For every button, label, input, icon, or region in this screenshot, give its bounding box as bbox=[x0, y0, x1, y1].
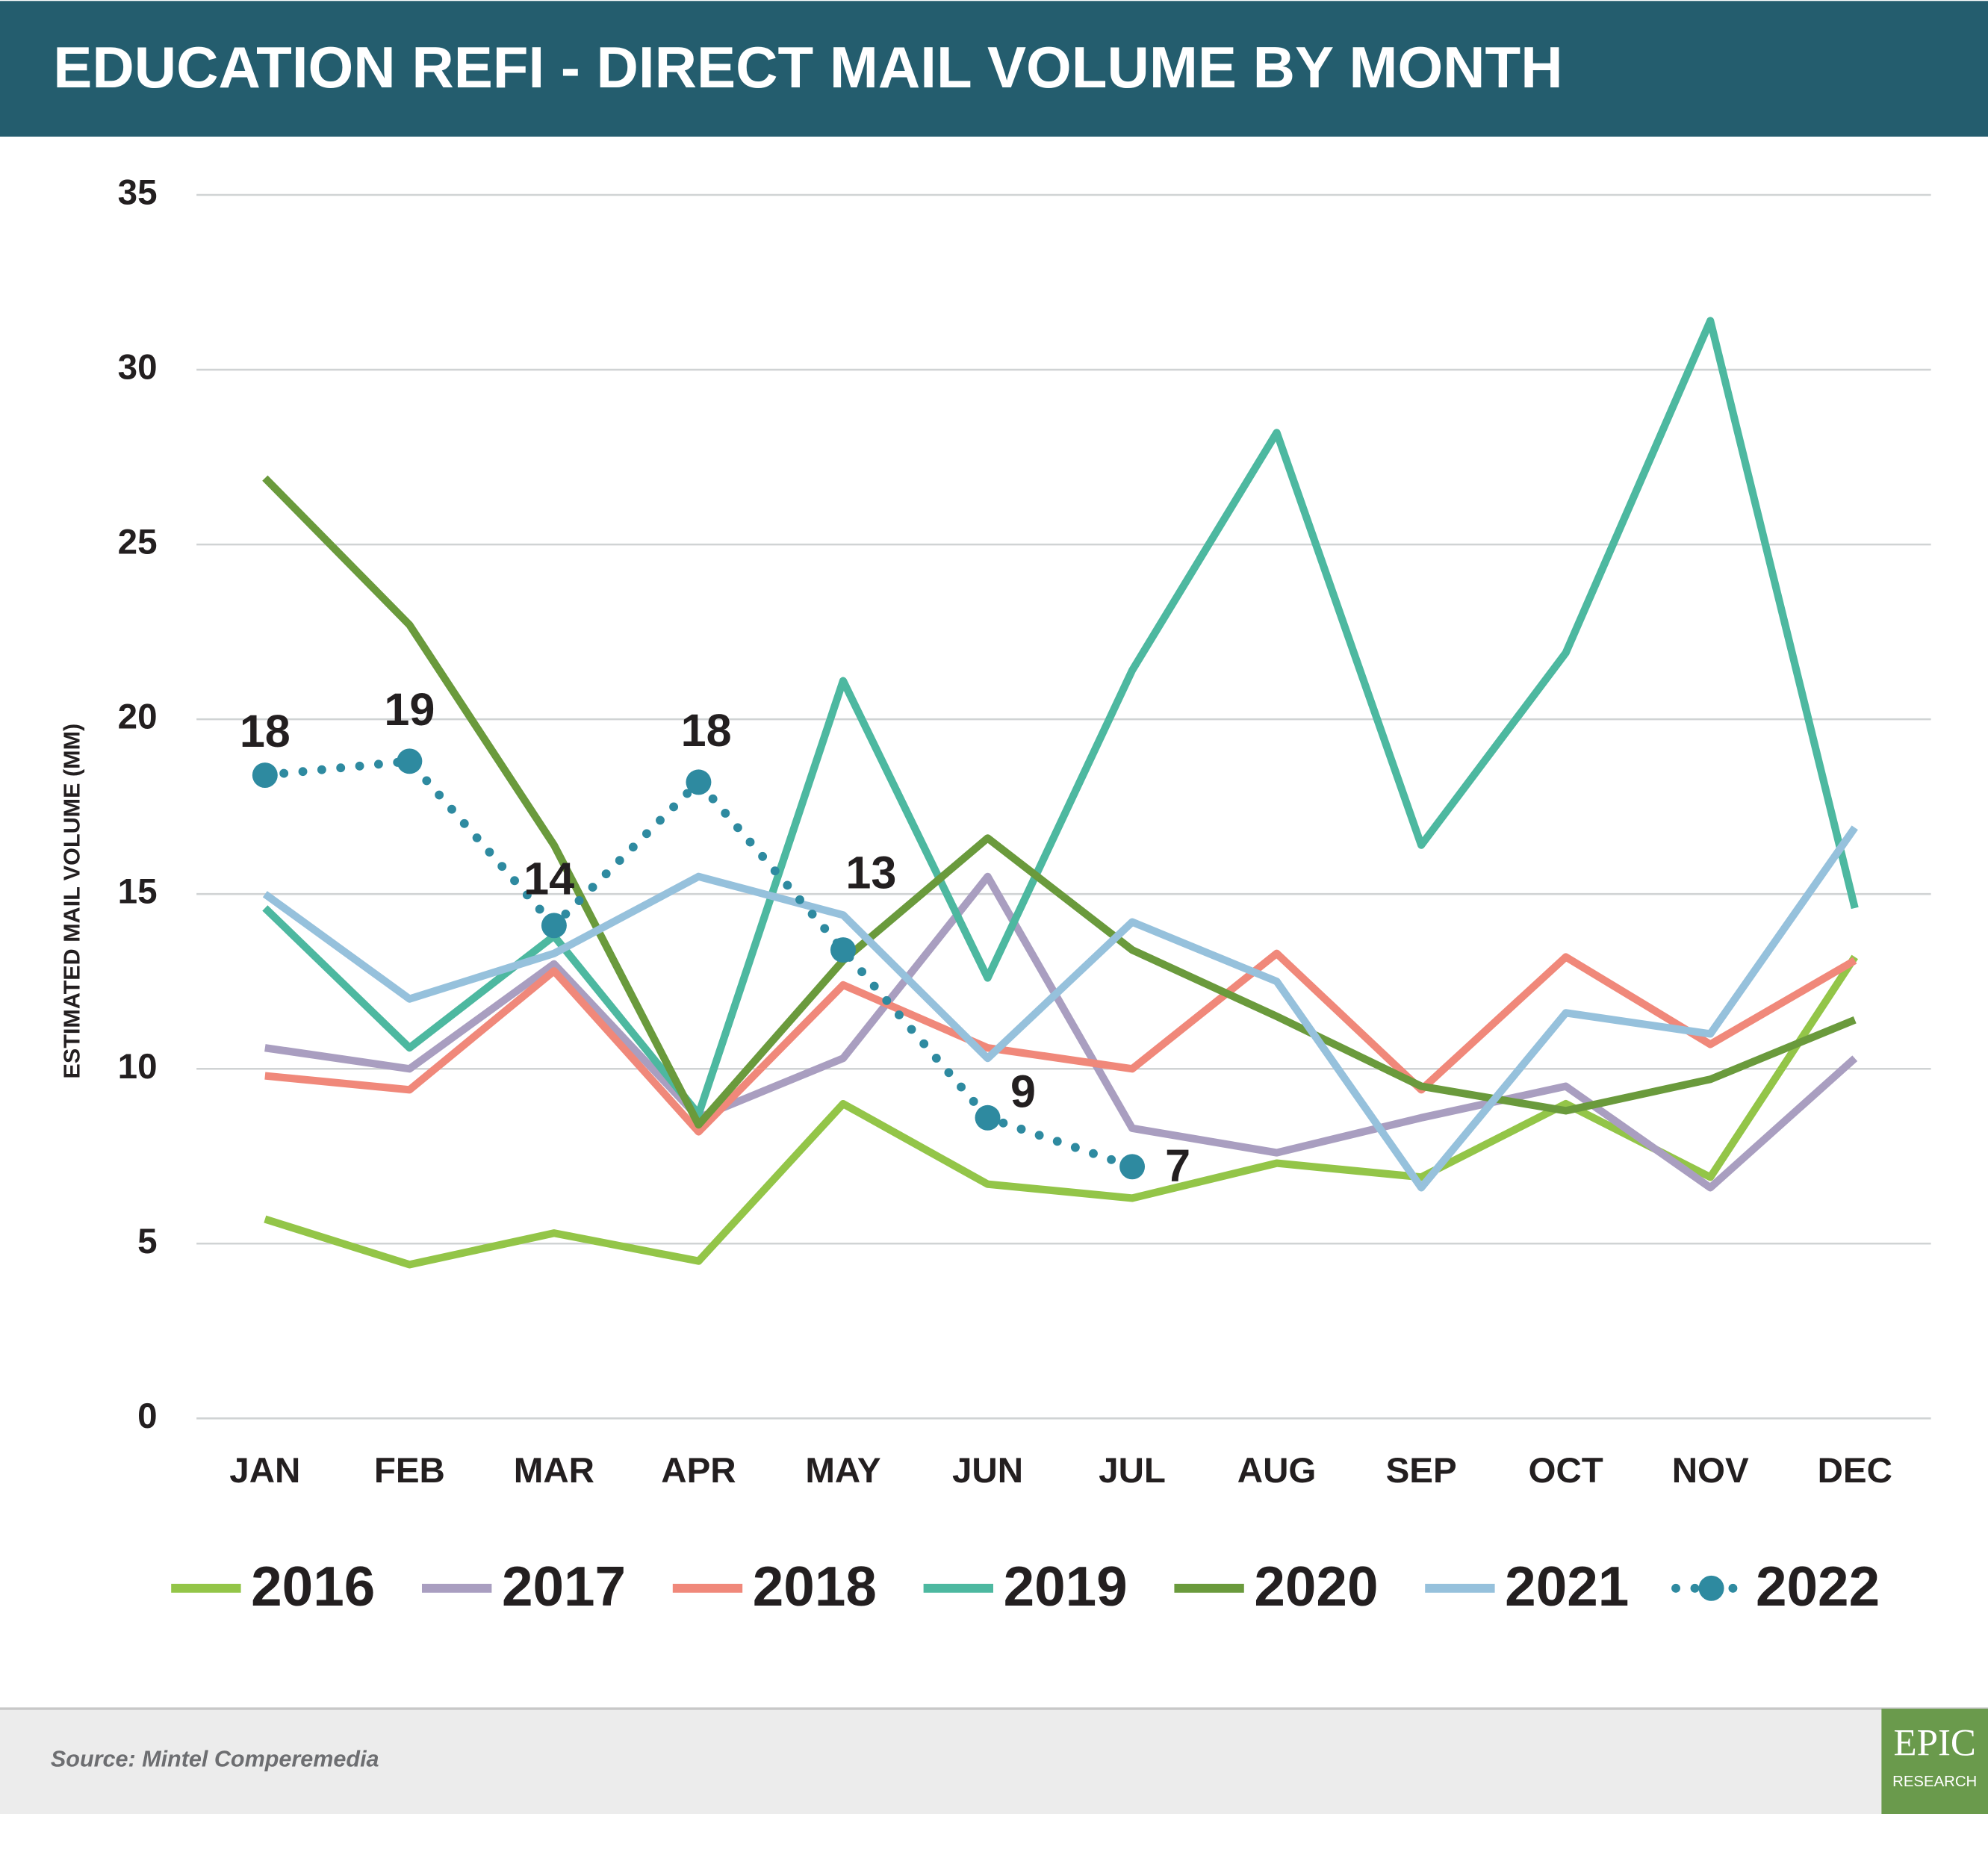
logo-bottom: RESEARCH bbox=[1892, 1774, 1977, 1790]
data-label: 9 bbox=[1010, 1066, 1036, 1116]
x-tick-label: OCT bbox=[1529, 1451, 1603, 1491]
x-tick-label: APR bbox=[661, 1451, 736, 1491]
x-tick-label: JUL bbox=[1099, 1451, 1166, 1491]
x-tick-label: SEP bbox=[1386, 1451, 1457, 1491]
header-bar bbox=[0, 1, 1988, 137]
legend-label: 2016 bbox=[251, 1555, 375, 1618]
legend-label: 2022 bbox=[1756, 1555, 1880, 1618]
y-tick-label: 25 bbox=[118, 523, 158, 562]
data-label: 7 bbox=[1165, 1140, 1190, 1191]
series-line bbox=[262, 317, 1859, 1119]
y-axis-label: ESTIMATED MAIL VOLUME (MM) bbox=[60, 724, 85, 1079]
legend-label: 2021 bbox=[1505, 1555, 1629, 1618]
chart-title: EDUCATION REFI - DIRECT MAIL VOLUME BY M… bbox=[53, 34, 1562, 100]
data-point bbox=[686, 769, 712, 795]
series-line bbox=[264, 949, 1857, 1136]
y-tick-label: 5 bbox=[137, 1222, 157, 1261]
x-tick-label: JAN bbox=[229, 1451, 300, 1491]
y-tick-label: 0 bbox=[137, 1396, 157, 1436]
x-tick-label: DEC bbox=[1818, 1451, 1892, 1491]
data-label: 19 bbox=[384, 684, 435, 735]
x-tick-label: NOV bbox=[1672, 1451, 1749, 1491]
y-tick-label: 15 bbox=[118, 872, 158, 912]
data-point bbox=[541, 913, 567, 939]
data-point bbox=[1119, 1154, 1146, 1180]
y-tick-label: 30 bbox=[118, 348, 158, 388]
data-label: 18 bbox=[681, 705, 732, 756]
data-point bbox=[830, 937, 856, 963]
legend-label: 2020 bbox=[1254, 1555, 1378, 1618]
legend-marker bbox=[1698, 1575, 1724, 1601]
y-tick-label: 35 bbox=[118, 173, 158, 213]
x-tick-label: JUN bbox=[952, 1451, 1023, 1491]
footer-bar bbox=[0, 1709, 1988, 1814]
data-label: 13 bbox=[845, 848, 896, 898]
series-line bbox=[262, 475, 1857, 1129]
x-tick-label: MAR bbox=[514, 1451, 594, 1491]
x-tick-label: FEB bbox=[374, 1451, 445, 1491]
legend-label: 2018 bbox=[753, 1555, 877, 1618]
y-tick-label: 10 bbox=[118, 1047, 158, 1087]
data-point bbox=[252, 762, 278, 789]
series-line bbox=[264, 954, 1858, 1269]
data-point bbox=[975, 1104, 1001, 1131]
x-tick-label: MAY bbox=[805, 1451, 880, 1491]
source: Source: Mintel Comperemedia bbox=[51, 1747, 379, 1772]
y-tick-label: 20 bbox=[118, 697, 158, 737]
logo-box bbox=[1881, 1709, 1988, 1814]
logo-top: EPIC bbox=[1894, 1723, 1976, 1765]
legend-label: 2017 bbox=[502, 1555, 626, 1618]
data-point bbox=[397, 748, 423, 774]
data-label: 14 bbox=[524, 854, 574, 904]
legend-label: 2019 bbox=[1004, 1555, 1128, 1618]
series-line bbox=[262, 825, 1858, 1192]
data-label: 18 bbox=[240, 706, 291, 756]
x-tick-label: AUG bbox=[1237, 1451, 1317, 1491]
